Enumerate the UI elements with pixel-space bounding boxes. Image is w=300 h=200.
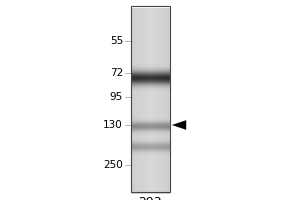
Text: 72: 72: [110, 68, 123, 78]
Text: 95: 95: [110, 92, 123, 102]
Text: 130: 130: [103, 120, 123, 130]
Polygon shape: [172, 120, 186, 130]
Text: 250: 250: [103, 160, 123, 170]
Bar: [130, 6, 170, 192]
Text: 55: 55: [110, 36, 123, 46]
Text: 293: 293: [138, 196, 162, 200]
